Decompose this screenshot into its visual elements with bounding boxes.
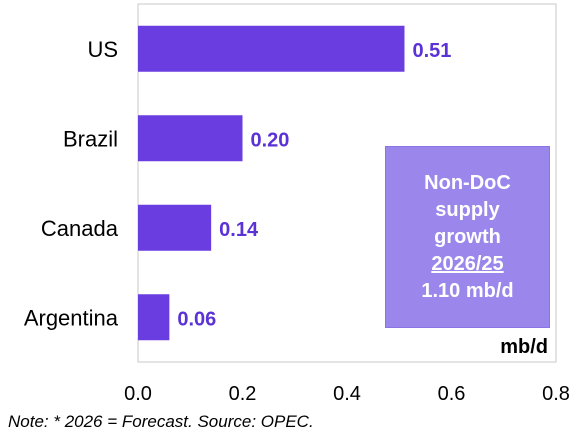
x-tick-label: 0.8	[542, 383, 570, 405]
x-tick-label: 0.0	[124, 383, 152, 405]
supply-growth-callout: Non-DoC supply growth 2026/25 1.10 mb/d	[385, 146, 550, 328]
unit-label: mb/d	[500, 336, 548, 358]
x-tick-label: 0.6	[438, 383, 466, 405]
category-label-argentina: Argentina	[24, 305, 119, 330]
bar-us	[138, 25, 405, 72]
category-label-us: US	[87, 37, 118, 62]
category-label-canada: Canada	[41, 216, 119, 241]
x-tick-label: 0.2	[229, 383, 257, 405]
callout-line-5: 1.10 mb/d	[421, 279, 514, 302]
value-label-us: 0.51	[412, 40, 451, 62]
x-tick-label: 0.4	[333, 383, 361, 405]
callout-line-4: 2026/25	[431, 252, 504, 275]
bar-brazil	[138, 115, 243, 162]
category-label-brazil: Brazil	[63, 126, 118, 151]
bar-canada	[138, 204, 212, 251]
source-note: Note: * 2026 = Forecast. Source: OPEC.	[8, 412, 314, 431]
callout-line-3: growth	[434, 225, 501, 248]
value-label-argentina: 0.06	[177, 308, 216, 330]
bar-argentina	[138, 294, 170, 341]
callout-line-1: Non-DoC	[424, 171, 511, 194]
callout-line-2: supply	[435, 198, 500, 221]
value-label-brazil: 0.20	[251, 129, 290, 151]
plot-area-frame	[137, 3, 557, 363]
value-label-canada: 0.14	[219, 219, 259, 241]
